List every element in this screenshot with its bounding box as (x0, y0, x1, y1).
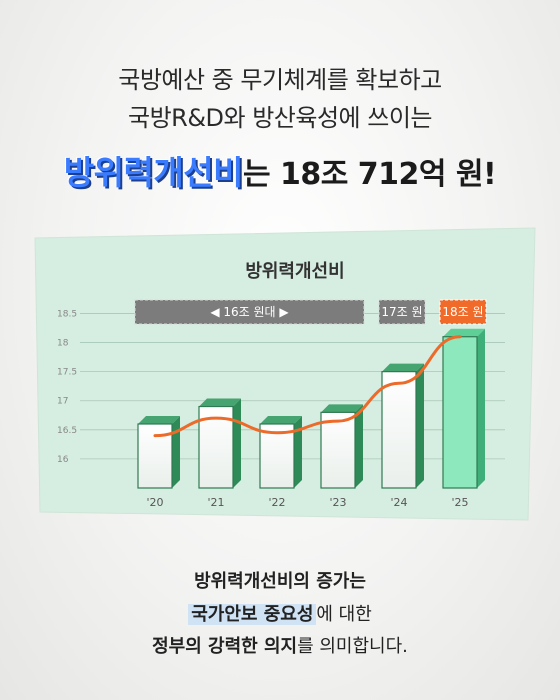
x-tick-label: '22 (268, 496, 285, 509)
y-tick-label: 16 (57, 455, 69, 465)
bar-top (199, 398, 241, 407)
bottom-line-2-rest: 에 대한 (316, 604, 372, 625)
x-tick-label: '24 (390, 496, 407, 509)
bar-top (321, 404, 363, 413)
annotation-label: 18조 원 (442, 305, 483, 319)
bottom-line-2: 국가안보 중요성 에 대한 (0, 600, 560, 626)
annotation-2: 18조 원 (439, 299, 487, 325)
x-tick-label: '25 (451, 496, 468, 509)
headline-line-2: 국방R&D와 방산육성에 쓰이는 (127, 104, 433, 132)
bar-side (294, 416, 302, 488)
annotation-box (378, 299, 426, 325)
bar-face (442, 336, 478, 489)
bar-side (416, 363, 424, 488)
bottom-line-3-rest: 를 의미합니다. (297, 636, 408, 657)
chart-title: 방위력개선비 (245, 261, 344, 282)
bottom-line-1: 방위력개선비의 증가는 (194, 571, 366, 592)
annotation-label: 17조 원 (381, 305, 422, 319)
headline-line-1: 국방예산 중 무기체계를 확보하고 (118, 66, 442, 94)
bar-1 (198, 398, 241, 489)
bottom-line-3: 정부의 강력한 의지를 의미합니다. (0, 632, 560, 658)
x-tick-label: '21 (207, 496, 224, 509)
bar-5 (442, 328, 485, 489)
x-tick-label: '23 (329, 496, 346, 509)
annotation-box (134, 299, 365, 325)
trend-line (153, 335, 462, 438)
y-tick-label: 16.5 (57, 426, 77, 436)
bar-top (382, 363, 424, 372)
y-tick-label: 18.5 (57, 309, 77, 319)
y-tick-label: 17 (57, 397, 68, 407)
bar-top (260, 416, 302, 424)
annotation-0: ◀ 16조 원대 ▶ (134, 299, 365, 325)
bottom-highlight: 국가안보 중요성 (188, 604, 317, 625)
bar-2 (259, 416, 302, 489)
annotation-box (439, 299, 487, 325)
y-tick-label: 18 (57, 339, 69, 349)
bar-side (355, 404, 363, 488)
bar-side (233, 398, 241, 488)
headline-line-3: 방위력개선비는 18조 712억 원! (0, 146, 560, 194)
bar-0 (137, 416, 180, 489)
bar-top (138, 416, 180, 424)
bottom-strong: 정부의 강력한 의지 (152, 636, 298, 657)
headline-rest: 는 18조 712억 원! (242, 157, 497, 192)
bar-face (259, 423, 295, 489)
bar-side (172, 416, 180, 488)
annotation-label: ◀ 16조 원대 ▶ (210, 305, 289, 319)
annotation-1: 17조 원 (378, 299, 426, 325)
bar-4 (381, 363, 424, 489)
bar-3 (320, 404, 363, 489)
x-tick-label: '20 (146, 496, 163, 509)
bar-side (477, 328, 485, 488)
y-tick-label: 17.5 (57, 368, 77, 378)
bar-face (381, 371, 417, 489)
bar-face (320, 411, 356, 489)
headline-highlight: 방위력개선비 (63, 153, 244, 192)
bar-top (443, 328, 485, 337)
budget-chart: 방위력개선비 18.5 18 17.5 17 16.5 16 ◀ 16조 원대 ▶ 17조 … (34, 227, 536, 521)
